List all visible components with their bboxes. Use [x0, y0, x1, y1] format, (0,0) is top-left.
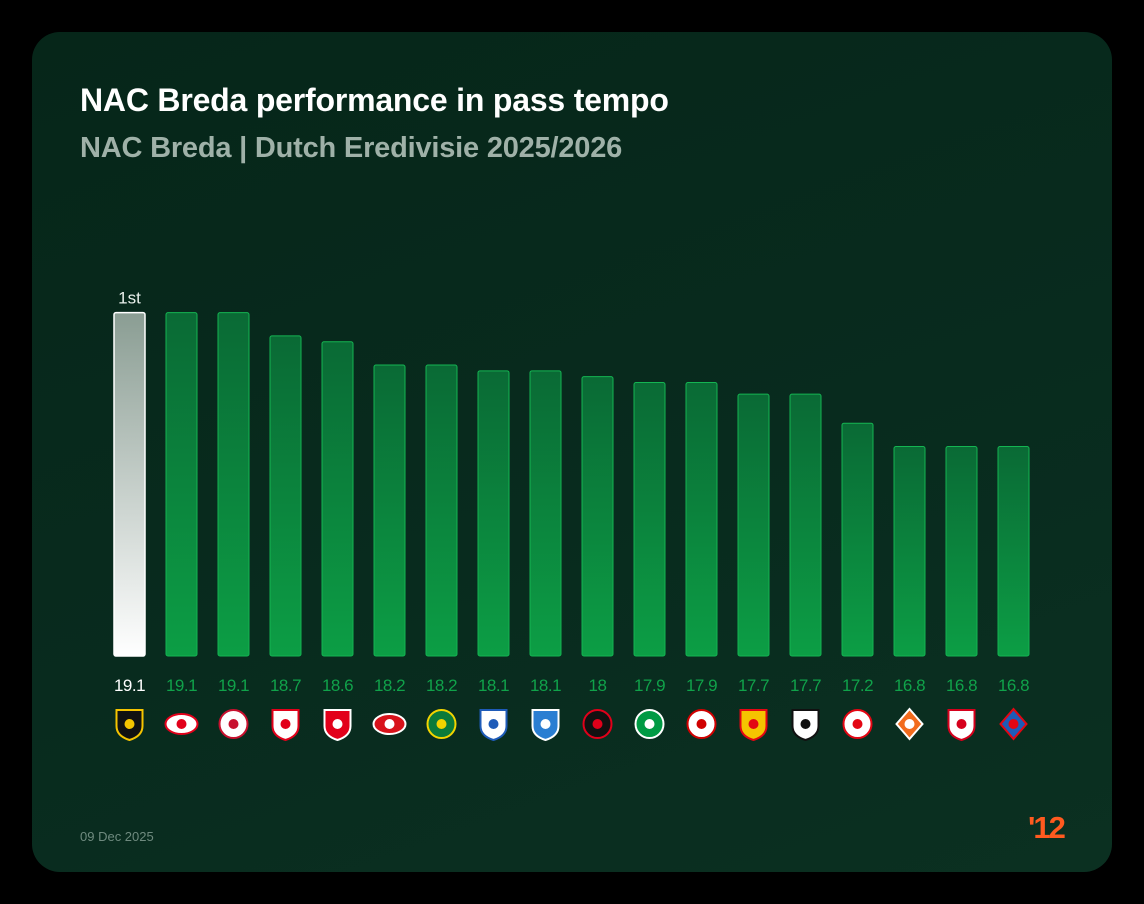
- bar-5: [373, 364, 406, 657]
- bar-11: [685, 381, 718, 657]
- bar-7: [477, 370, 510, 657]
- value-label-10: 17.9: [634, 676, 665, 695]
- bar-1: [165, 312, 198, 657]
- value-label-1: 19.1: [166, 676, 197, 695]
- value-label-0: 19.1: [114, 676, 145, 695]
- value-label-14: 17.2: [842, 676, 873, 695]
- value-label-17: 16.8: [998, 676, 1029, 695]
- bar-14: [841, 422, 874, 657]
- az-crest-icon: [372, 713, 407, 735]
- bar-15: [893, 445, 926, 657]
- brand-logo: '12: [1028, 810, 1066, 845]
- feyenoord-crest-icon: [582, 709, 613, 739]
- bar-4: [321, 341, 354, 657]
- chart-subtitle: NAC Breda | Dutch Eredivisie 2025/2026: [80, 132, 623, 164]
- bar-12: [737, 393, 770, 657]
- chart-card: NAC Breda performance in pass tempo NAC …: [32, 32, 1112, 872]
- bars-group: [113, 311, 1030, 657]
- heracles-crest-icon: [791, 709, 820, 742]
- fc-utrecht-crest-icon: [271, 709, 300, 742]
- bar-17: [997, 445, 1030, 657]
- bar-6: [425, 364, 458, 657]
- value-label-12: 17.7: [738, 676, 769, 695]
- fc-groningen-crest-icon: [634, 709, 665, 739]
- bar-3: [269, 335, 302, 657]
- value-label-3: 18.7: [270, 676, 301, 695]
- telstar-crest-icon: [999, 707, 1028, 741]
- bar-0: [113, 311, 146, 657]
- value-label-4: 18.6: [322, 676, 353, 695]
- value-label-13: 17.7: [790, 676, 821, 695]
- date-label: 09 Dec 2025: [80, 829, 154, 844]
- bar-10: [633, 381, 666, 657]
- bar-8: [529, 370, 562, 657]
- fc-volendam-crest-icon: [895, 707, 924, 741]
- value-label-2: 19.1: [218, 676, 249, 695]
- nec-crest-icon: [947, 709, 976, 742]
- value-label-5: 18.2: [374, 676, 405, 695]
- go-ahead-eagles-crest-icon: [739, 709, 768, 742]
- fortuna-sittard-crest-icon: [426, 709, 457, 739]
- ajax-crest-icon: [218, 709, 249, 739]
- fc-twente-crest-icon: [323, 709, 352, 742]
- excelsior-crest-icon: [842, 709, 873, 739]
- sparta-rotterdam-crest-icon: [686, 709, 717, 739]
- rank-label: 1st: [118, 289, 141, 308]
- bar-13: [789, 393, 822, 657]
- value-label-6: 18.2: [426, 676, 457, 695]
- value-label-8: 18.1: [530, 676, 561, 695]
- psv-crest-icon: [164, 713, 199, 735]
- value-label-16: 16.8: [946, 676, 977, 695]
- team-icons-group: [115, 707, 1028, 742]
- value-label-7: 18.1: [478, 676, 509, 695]
- chart-title: NAC Breda performance in pass tempo: [80, 82, 669, 118]
- value-labels-group: 1st 19.1 19.1 19.1 18.7 18.6 18.2 18.2 18.1 18.1 1…: [114, 289, 1030, 695]
- bar-9: [581, 376, 614, 657]
- pec-zwolle-crest-icon: [531, 709, 560, 742]
- bar-chart: 1st 19.1 19.1 19.1 18.7 18.6 18.2 18.2 18.1 18.1 1…: [113, 289, 1030, 742]
- value-label-11: 17.9: [686, 676, 717, 695]
- value-label-15: 16.8: [894, 676, 925, 695]
- heerenveen-crest-icon: [479, 709, 508, 742]
- nac-breda-crest-icon: [115, 709, 144, 742]
- bar-16: [945, 445, 978, 657]
- bar-2: [217, 312, 250, 657]
- value-label-9: 18: [589, 676, 607, 695]
